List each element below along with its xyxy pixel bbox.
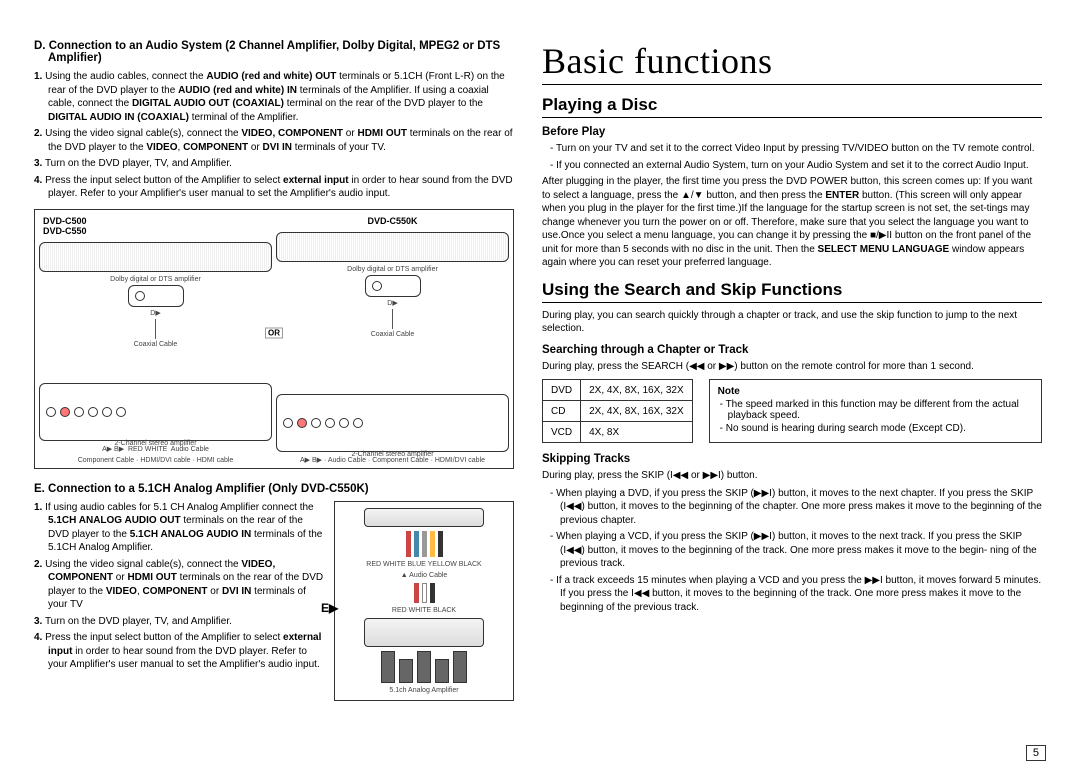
section-d-diagram: DVD-C500 DVD-C550 Dolby digital or DTS a… (34, 209, 514, 469)
table-row: VCD4X, 8X (543, 422, 693, 443)
label-coaxial: Coaxial Cable (134, 341, 178, 348)
two-ch-amp: 2-Channel stereo amplifier (39, 383, 272, 441)
label-rwbyb: RED WHITE BLUE YELLOW BLACK (366, 561, 481, 568)
list-item: 2. Using the video signal cable(s), conn… (48, 558, 324, 612)
table-cell: 2X, 4X, 8X, 16X, 32X (581, 380, 693, 401)
searching-paragraph: During play, press the SEARCH (◀◀ or ▶▶)… (542, 360, 1042, 374)
before-play-paragraph: After plugging in the player, the first … (542, 175, 1042, 270)
list-item: If you connected an external Audio Syste… (560, 159, 1042, 173)
right-column: Basic functions Playing a Disc Before Pl… (542, 40, 1042, 745)
list-item: No sound is hearing during search mode (… (728, 423, 1033, 434)
speaker-icon (399, 659, 413, 683)
table-cell: DVD (543, 380, 581, 401)
list-item: 3. Turn on the DVD player, TV, and Ampli… (48, 615, 324, 629)
section-e-list: 1. If using audio cables for 5.1 CH Anal… (34, 501, 324, 672)
diagram-left: DVD-C500 DVD-C550 Dolby digital or DTS a… (39, 214, 272, 464)
table-note-row: DVD2X, 4X, 8X, 16X, 32XCD2X, 4X, 8X, 16X… (542, 379, 1042, 443)
arrow-d-r: D▶ (387, 299, 397, 307)
heading-playing-disc: Playing a Disc (542, 95, 1042, 118)
list-item: The speed marked in this function may be… (728, 399, 1033, 421)
table-cell: 4X, 8X (581, 422, 693, 443)
section-e-text: 1. If using audio cables for 5.1 CH Anal… (34, 501, 324, 701)
speed-table: DVD2X, 4X, 8X, 16X, 32XCD2X, 4X, 8X, 16X… (542, 379, 693, 443)
section-e-row: 1. If using audio cables for 5.1 CH Anal… (34, 501, 514, 701)
note-title: Note (718, 386, 1033, 397)
note-list: The speed marked in this function may be… (718, 399, 1033, 434)
mini-amp-box-r (365, 275, 421, 297)
list-item: 4. Press the input select button of the … (48, 174, 514, 201)
label-coaxial-r: Coaxial Cable (371, 331, 415, 338)
section-d-list: 1. Using the audio cables, connect the A… (34, 70, 514, 201)
diagram-right: DVD-C550K Dolby digital or DTS amplifier… (276, 214, 509, 464)
note-box: Note The speed marked in this function m… (709, 379, 1042, 443)
list-item: When playing a VCD, if you press the SKI… (560, 530, 1042, 571)
label-rwb: RED WHITE BLACK (392, 607, 456, 614)
table-row: DVD2X, 4X, 8X, 16X, 32X (543, 380, 693, 401)
section-e-title: E. Connection to a 5.1CH Analog Amplifie… (34, 483, 514, 495)
heading-search-skip: Using the Search and Skip Functions (542, 280, 1042, 303)
list-item: 1. Using the audio cables, connect the A… (48, 70, 514, 124)
list-item: 4. Press the input select button of the … (48, 631, 324, 672)
page-number: 5 (1026, 745, 1046, 761)
label-digital-amp: Dolby digital or DTS amplifier (110, 276, 201, 283)
list-item: 1. If using audio cables for 5.1 CH Anal… (48, 501, 324, 555)
section-d-title: D. Connection to an Audio System (2 Chan… (34, 40, 514, 64)
dvd-back-panel-r (276, 232, 509, 262)
list-item: If a track exceeds 15 minutes when playi… (560, 574, 1042, 615)
heading-skipping: Skipping Tracks (542, 453, 1042, 465)
heading-searching: Searching through a Chapter or Track (542, 344, 1042, 356)
list-item: 3. Turn on the DVD player, TV, and Ampli… (48, 157, 514, 171)
dvd-back-panel (39, 242, 272, 272)
section-e-side-label: E▶ (321, 601, 338, 615)
search-intro: During play, you can search quickly thro… (542, 309, 1042, 336)
speaker-icon (435, 659, 449, 683)
skipping-paragraph: During play, press the SKIP (I◀◀ or ▶▶I)… (542, 469, 1042, 483)
skip-list: When playing a DVD, if you press the SKI… (542, 487, 1042, 615)
diagram-right-label: DVD-C550K (280, 216, 505, 226)
page-big-title: Basic functions (542, 40, 1042, 85)
mini-amp (364, 618, 484, 646)
label-2ch-amp-r: 2-Channel stereo amplifier (277, 451, 508, 458)
label-digital-amp-r: Dolby digital or DTS amplifier (347, 266, 438, 273)
arrow-d: D▶ (150, 309, 160, 317)
list-item: Turn on your TV and set it to the correc… (560, 142, 1042, 156)
label-51-amp: 5.1ch Analog Amplifier (389, 687, 458, 694)
heading-before-play: Before Play (542, 126, 1042, 138)
list-item: When playing a DVD, if you press the SKI… (560, 487, 1042, 528)
two-ch-amp-r: 2-Channel stereo amplifier (276, 394, 509, 452)
label-component-hdmi: Component Cable · HDMI/DVI cable · HDMI … (39, 457, 272, 464)
label-audio-cable-e: ▲ Audio Cable (401, 572, 448, 579)
diagram-left-label: DVD-C500 DVD-C550 (43, 216, 268, 236)
list-item: 2. Using the video signal cable(s), conn… (48, 127, 514, 154)
table-cell: 2X, 4X, 8X, 16X, 32X (581, 401, 693, 422)
mini-dvd (364, 508, 484, 528)
table-row: CD2X, 4X, 8X, 16X, 32X (543, 401, 693, 422)
speaker-icon (453, 651, 467, 683)
table-cell: CD (543, 401, 581, 422)
table-cell: VCD (543, 422, 581, 443)
speaker-icon (381, 651, 395, 683)
mini-amp-box (128, 285, 184, 307)
left-column: D. Connection to an Audio System (2 Chan… (34, 40, 514, 745)
section-e-diagram: RED WHITE BLUE YELLOW BLACK ▲ Audio Cabl… (334, 501, 514, 701)
before-play-list: Turn on your TV and set it to the correc… (542, 142, 1042, 172)
label-2ch-amp: 2-Channel stereo amplifier (40, 440, 271, 447)
speaker-icon (417, 651, 431, 683)
